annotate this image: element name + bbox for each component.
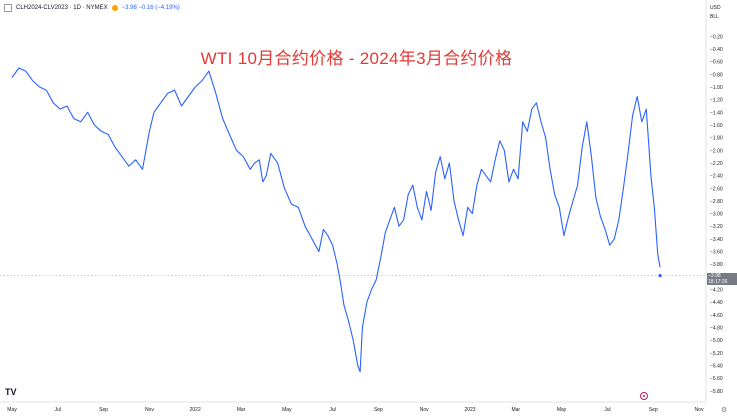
y-tick-label: −2.00 xyxy=(710,148,723,154)
y-tick-label: −0.60 xyxy=(710,60,723,66)
x-tick-label: Sep xyxy=(374,407,383,413)
y-tick-label: −3.20 xyxy=(710,224,723,230)
x-tick-label: Sep xyxy=(649,407,658,413)
y-axis-ticks: −0.20 −0.40 −0.60 −0.80 −1.00 −1.20 −1.40 −1.60… xyxy=(710,34,723,395)
x-tick-label: 2023 xyxy=(464,407,475,413)
y-tick-label: −5.60 xyxy=(710,376,723,382)
bar-countdown: 18:17:26 xyxy=(708,278,728,285)
y-tick-label: −0.20 xyxy=(710,34,723,40)
chart-header: CLH2024-CLV2023 · 1D · NYMEX −3.98 −0.16… xyxy=(4,2,180,14)
current-price-badge: −3.98 18:17:26 xyxy=(707,272,737,285)
y-tick-label: −4.40 xyxy=(710,300,723,306)
y-tick-label: −5.80 xyxy=(710,389,723,395)
x-tick-label: Jul xyxy=(604,407,610,413)
x-tick-label: Sep xyxy=(99,407,108,413)
x-tick-label: May xyxy=(282,407,292,413)
x-tick-label: Nov xyxy=(420,407,429,413)
y-tick-label: −0.80 xyxy=(710,72,723,78)
gear-icon[interactable]: ⚙ xyxy=(721,407,728,414)
x-tick-label: Nov xyxy=(145,407,154,413)
y-tick-label: −4.80 xyxy=(710,326,723,332)
tradingview-logo[interactable]: TV xyxy=(5,387,17,397)
y-tick-label: −1.00 xyxy=(710,85,723,91)
x-tick-label: Mar xyxy=(237,407,246,413)
current-price-value: −3.98 xyxy=(708,272,721,279)
y-tick-label: −3.60 xyxy=(710,250,723,256)
chart-title: WTI 10月合约价格 - 2024年3月合约价格 xyxy=(200,49,513,68)
y-tick-label: −1.80 xyxy=(710,136,723,142)
x-tick-label: Jul xyxy=(329,407,335,413)
y-tick-label: −3.40 xyxy=(710,237,723,243)
market-status-icon xyxy=(111,5,118,11)
y-tick-label: −2.60 xyxy=(710,186,723,192)
y-tick-label: −1.60 xyxy=(710,123,723,129)
y-tick-label: −1.40 xyxy=(710,110,723,116)
symbol-label[interactable]: CLH2024-CLV2023 · 1D · NYMEX xyxy=(16,5,108,11)
timezone-icon[interactable] xyxy=(640,392,648,400)
y-tick-label: −4.20 xyxy=(710,288,723,294)
x-tick-label: Jul xyxy=(55,407,61,413)
y-tick-label: −2.80 xyxy=(710,199,723,205)
y-tick-label: −0.40 xyxy=(710,47,723,53)
x-tick-label: May xyxy=(7,407,17,413)
y-axis-unit-currency: USD xyxy=(710,5,721,11)
y-tick-label: −5.00 xyxy=(710,338,723,344)
x-tick-label: 2022 xyxy=(190,407,201,413)
y-tick-label: −5.40 xyxy=(710,364,723,370)
symbol-checkbox-icon[interactable] xyxy=(4,4,12,12)
x-tick-label: Mar xyxy=(511,407,520,413)
y-tick-label: −3.80 xyxy=(710,262,723,268)
y-tick-label: −4.60 xyxy=(710,313,723,319)
x-axis-ticks: May Jul Sep Nov 2022 Mar May Jul Sep Nov 2023 Mar Ma… xyxy=(7,407,704,413)
x-tick-label: May xyxy=(557,407,567,413)
y-tick-label: −2.40 xyxy=(710,174,723,180)
last-point-marker xyxy=(658,274,662,278)
price-change-readout: −3.98 −0.16 (−4.19%) xyxy=(121,5,180,11)
y-tick-label: −2.20 xyxy=(710,161,723,167)
y-tick-label: −3.00 xyxy=(710,212,723,218)
y-axis-unit-volume: BLL xyxy=(710,14,719,20)
y-tick-label: −1.20 xyxy=(710,98,723,104)
y-tick-label: −5.20 xyxy=(710,351,723,357)
y-axis-unit: USD BLL xyxy=(710,4,721,22)
series-line xyxy=(11,67,661,373)
x-tick-label: Nov xyxy=(695,407,704,413)
